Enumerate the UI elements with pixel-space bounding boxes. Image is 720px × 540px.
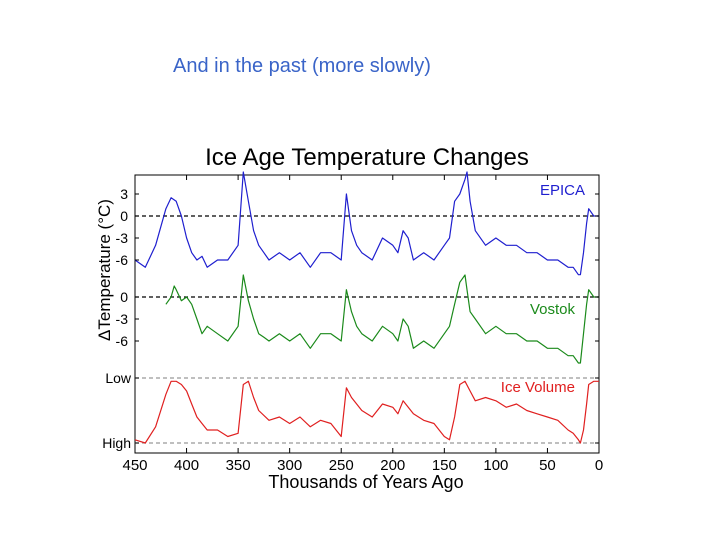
y-axis-label: ΔTemperature (°C) bbox=[95, 199, 114, 341]
plot-frame bbox=[134, 174, 600, 454]
x-tick-label: 100 bbox=[483, 457, 508, 474]
x-tick-label: 0 bbox=[595, 457, 603, 474]
epica-y-tick-label: 3 bbox=[120, 186, 128, 202]
epica-series-line bbox=[134, 171, 599, 276]
ice-series-label: Ice Volume bbox=[501, 379, 575, 396]
x-tick-label: 150 bbox=[432, 457, 457, 474]
x-tick-label: 450 bbox=[122, 457, 147, 474]
vostok-y-tick-label: 0 bbox=[120, 289, 128, 305]
epica-y-tick-label: -3 bbox=[116, 230, 129, 246]
x-axis-label: Thousands of Years Ago bbox=[268, 472, 463, 492]
epica-y-tick-label: -6 bbox=[116, 252, 129, 268]
ice-y-tick-label: High bbox=[102, 435, 131, 451]
chart-title: Ice Age Temperature Changes bbox=[205, 144, 529, 171]
x-tick-label: 250 bbox=[329, 457, 354, 474]
ice-y-tick-label: Low bbox=[105, 370, 132, 386]
vostok-y-tick-label: -6 bbox=[116, 333, 129, 349]
epica-y-tick-label: 0 bbox=[120, 208, 128, 224]
ice-series-line bbox=[134, 380, 599, 444]
x-tick-label: 50 bbox=[539, 457, 556, 474]
vostok-series-label: Vostok bbox=[530, 301, 576, 318]
x-tick-label: 200 bbox=[380, 457, 405, 474]
vostok-series-line bbox=[165, 274, 599, 364]
x-tick-label: 400 bbox=[174, 457, 199, 474]
slide-title: And in the past (more slowly) bbox=[173, 55, 431, 77]
x-tick-label: 300 bbox=[277, 457, 302, 474]
x-tick-label: 350 bbox=[226, 457, 251, 474]
vostok-y-tick-label: -3 bbox=[116, 311, 129, 327]
epica-series-label: EPICA bbox=[540, 182, 585, 199]
